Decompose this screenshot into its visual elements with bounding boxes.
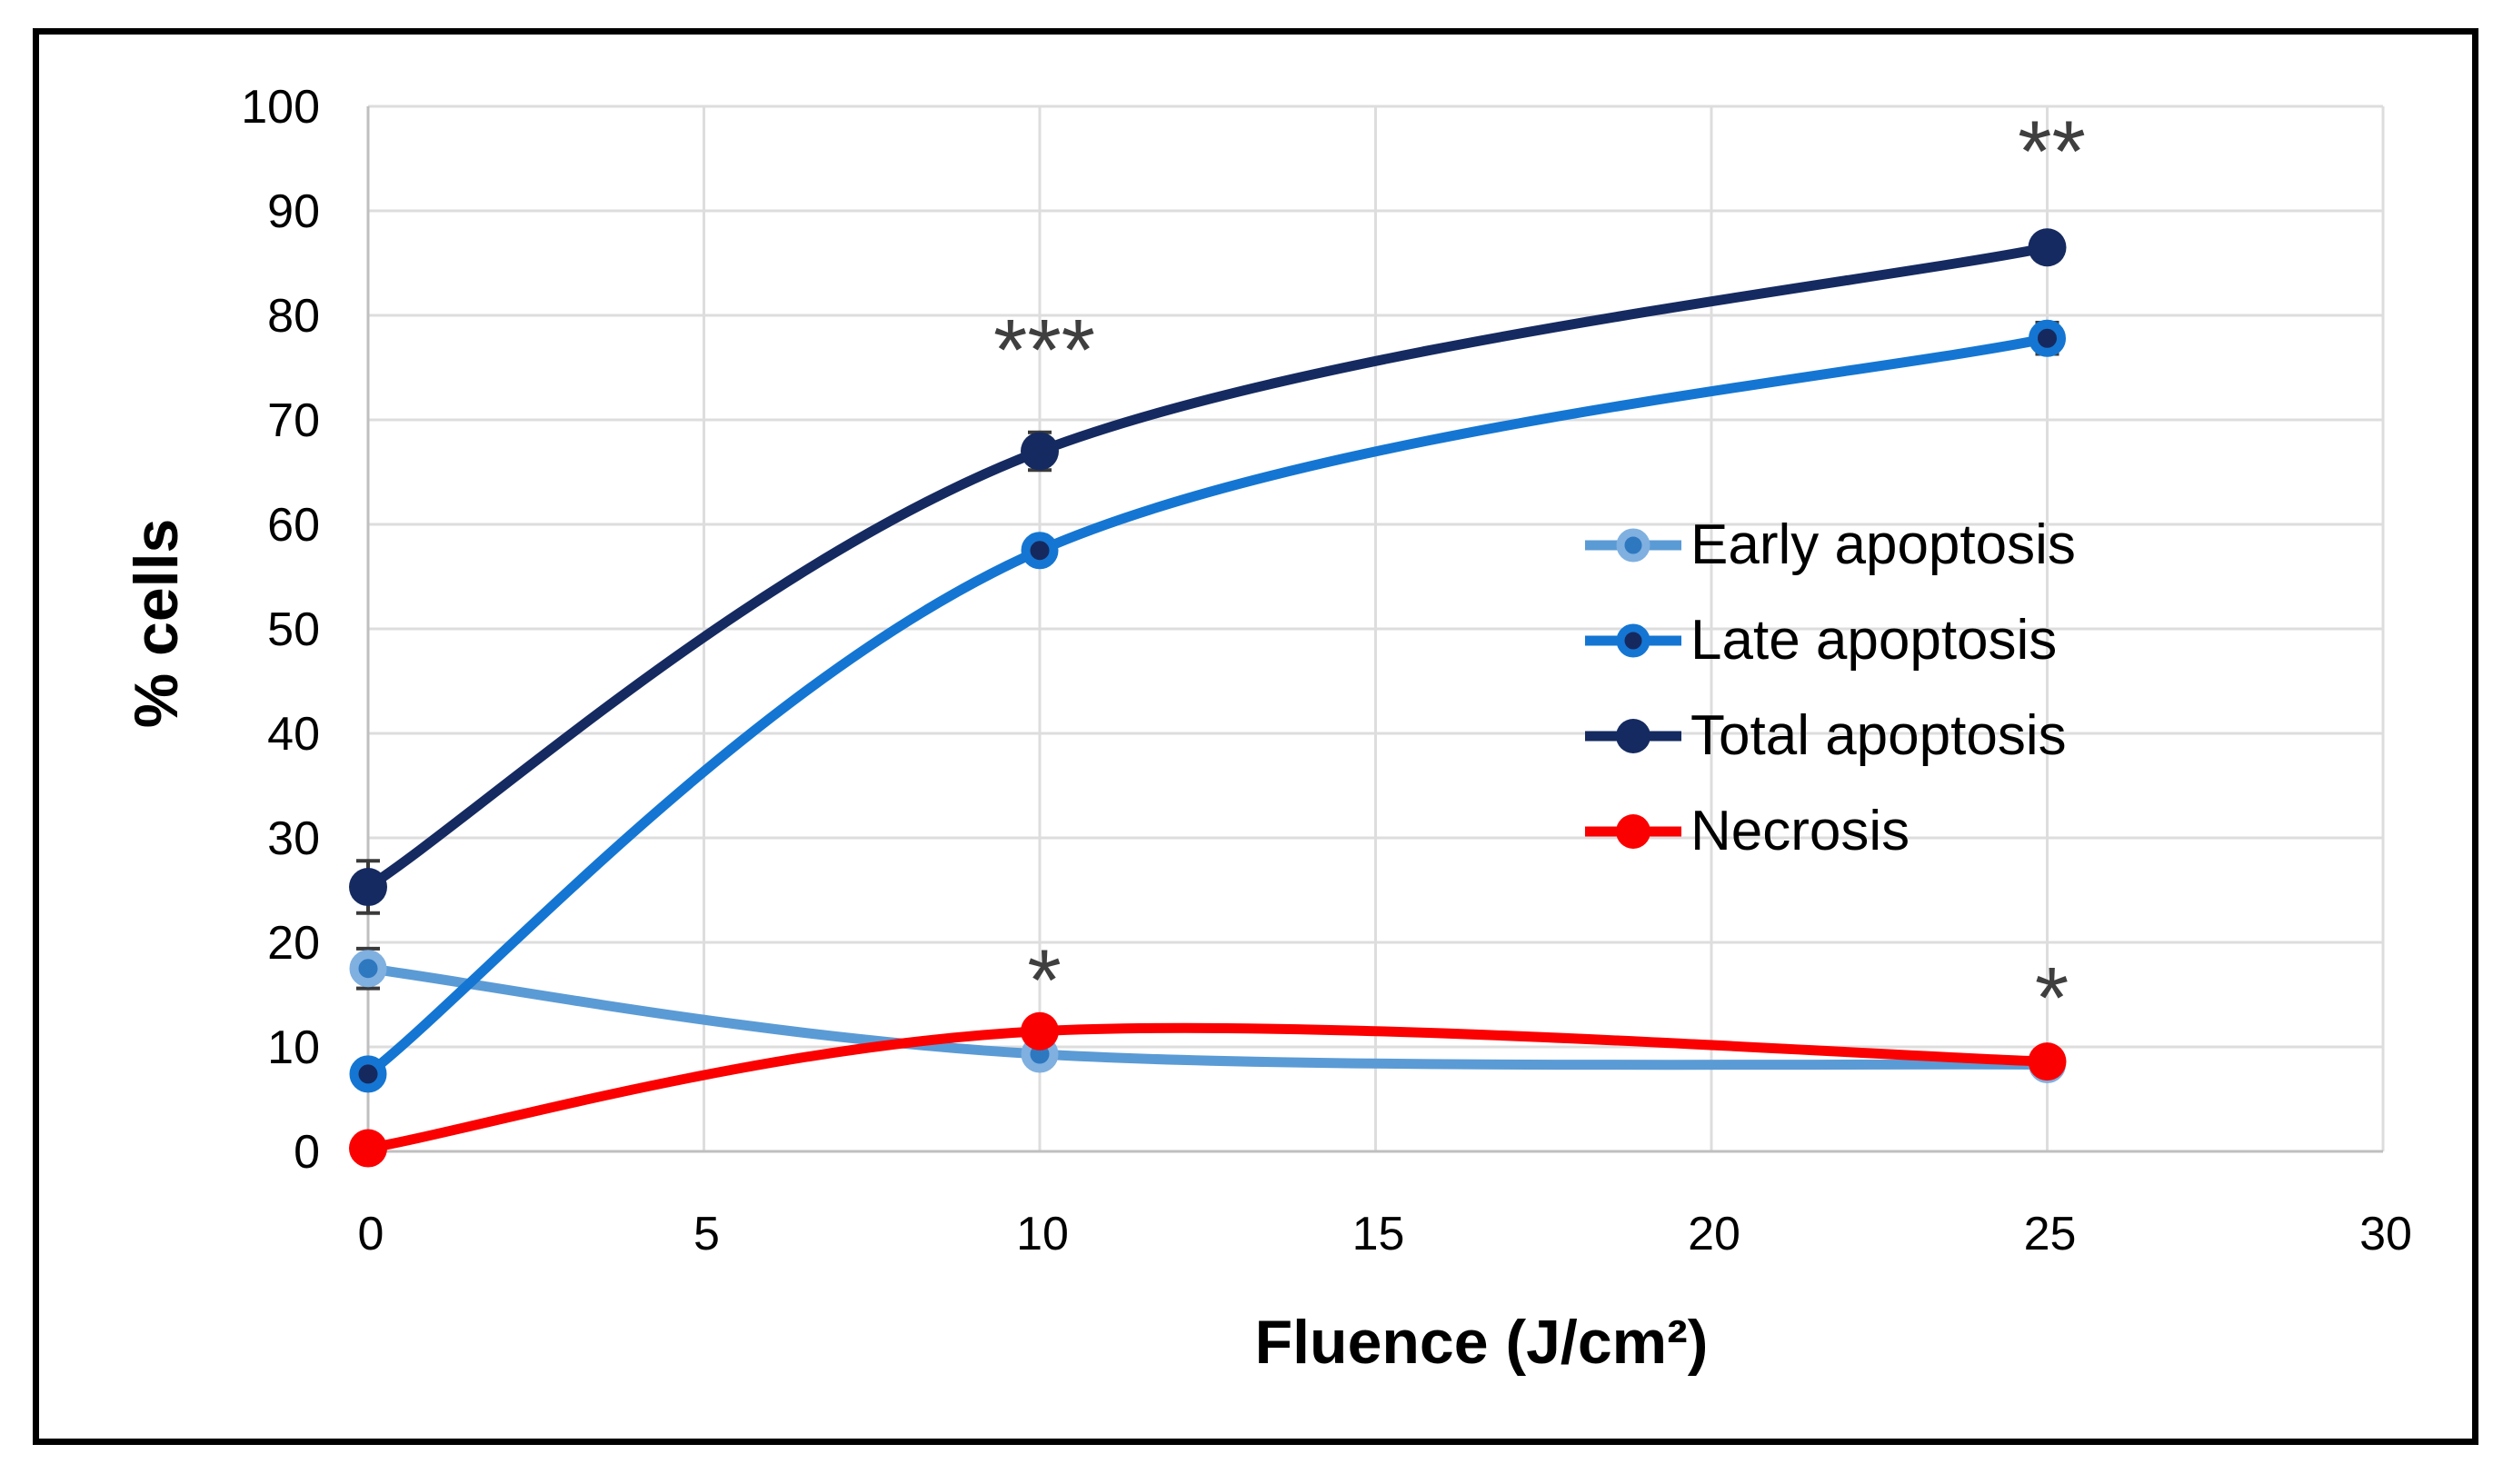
series-total-apoptosis xyxy=(349,228,2067,907)
tick-labels: 0 10 20 30 40 50 60 70 80 90 100 0 5 10 15 20 25 30 xyxy=(241,81,2412,1260)
legend-item-total-apoptosis: Total apoptosis xyxy=(1583,688,2076,783)
legend-item-late-apoptosis: Late apoptosis xyxy=(1583,593,2076,688)
series-late-apoptosis xyxy=(349,319,2066,1093)
x-tick-label: 10 xyxy=(1016,1208,1069,1260)
legend-label: Necrosis xyxy=(1690,799,1910,862)
y-tick-label: 40 xyxy=(267,708,320,761)
series-line-total-apoptosis xyxy=(363,242,2052,892)
data-point-necrosis xyxy=(2028,1042,2067,1081)
data-point-necrosis xyxy=(1021,1011,1059,1051)
significance-stars: *** xyxy=(993,302,1095,399)
y-tick-label: 30 xyxy=(267,812,320,865)
series-line-early-apoptosis xyxy=(363,963,2052,1071)
data-point-late-apoptosis xyxy=(1021,532,1059,570)
significance-annotations: ****** * xyxy=(993,104,2086,1048)
y-tick-label: 50 xyxy=(267,603,320,656)
x-axis-title: Fluence (J/cm²) xyxy=(1254,1308,1709,1377)
data-point-late-apoptosis xyxy=(349,1055,387,1093)
legend-swatch-icon xyxy=(1585,528,1681,562)
y-tick-label: 100 xyxy=(241,81,320,134)
y-tick-label: 0 xyxy=(294,1126,320,1179)
data-point-total-apoptosis xyxy=(349,868,387,907)
y-tick-label: 60 xyxy=(267,499,320,552)
y-tick-label: 10 xyxy=(267,1021,320,1074)
x-tick-label: 30 xyxy=(2359,1208,2412,1260)
x-tick-label: 0 xyxy=(358,1208,384,1260)
significance-stars: * xyxy=(2035,950,2069,1047)
data-point-necrosis xyxy=(349,1129,387,1168)
data-point-early-apoptosis xyxy=(349,950,387,988)
series-necrosis xyxy=(349,1011,2067,1168)
y-tick-label: 80 xyxy=(267,290,320,343)
legend-label: Total apoptosis xyxy=(1690,703,2067,767)
data-point-late-apoptosis xyxy=(2029,319,2066,357)
legend-label: Late apoptosis xyxy=(1690,608,2058,672)
figure-border xyxy=(33,28,2478,1445)
significance-stars: ** xyxy=(2018,104,2086,201)
series-early-apoptosis xyxy=(349,950,2066,1084)
y-tick-label: 70 xyxy=(267,394,320,447)
gridlines xyxy=(366,105,2385,1153)
x-tick-label: 5 xyxy=(693,1208,720,1260)
legend-item-early-apoptosis: Early apoptosis xyxy=(1583,497,2076,593)
legend: Early apoptosis Late apoptosis Total apopt… xyxy=(1583,497,2076,879)
x-tick-label: 15 xyxy=(1352,1208,1405,1260)
legend-item-necrosis: Necrosis xyxy=(1583,783,2076,879)
legend-swatch-icon xyxy=(1585,623,1681,657)
significance-stars: * xyxy=(1027,931,1061,1029)
legend-swatch-icon xyxy=(1585,813,1681,849)
legend-swatch-icon xyxy=(1585,718,1681,753)
y-axis-title: % cells xyxy=(122,518,191,729)
legend-label: Early apoptosis xyxy=(1690,513,2076,576)
data-point-total-apoptosis xyxy=(2028,228,2067,267)
series-line-necrosis xyxy=(363,1022,2052,1154)
x-tick-label: 25 xyxy=(2024,1208,2077,1260)
y-tick-label: 20 xyxy=(267,917,320,970)
y-tick-label: 90 xyxy=(267,185,320,238)
x-tick-label: 20 xyxy=(1688,1208,1740,1260)
data-point-total-apoptosis xyxy=(1021,432,1059,471)
